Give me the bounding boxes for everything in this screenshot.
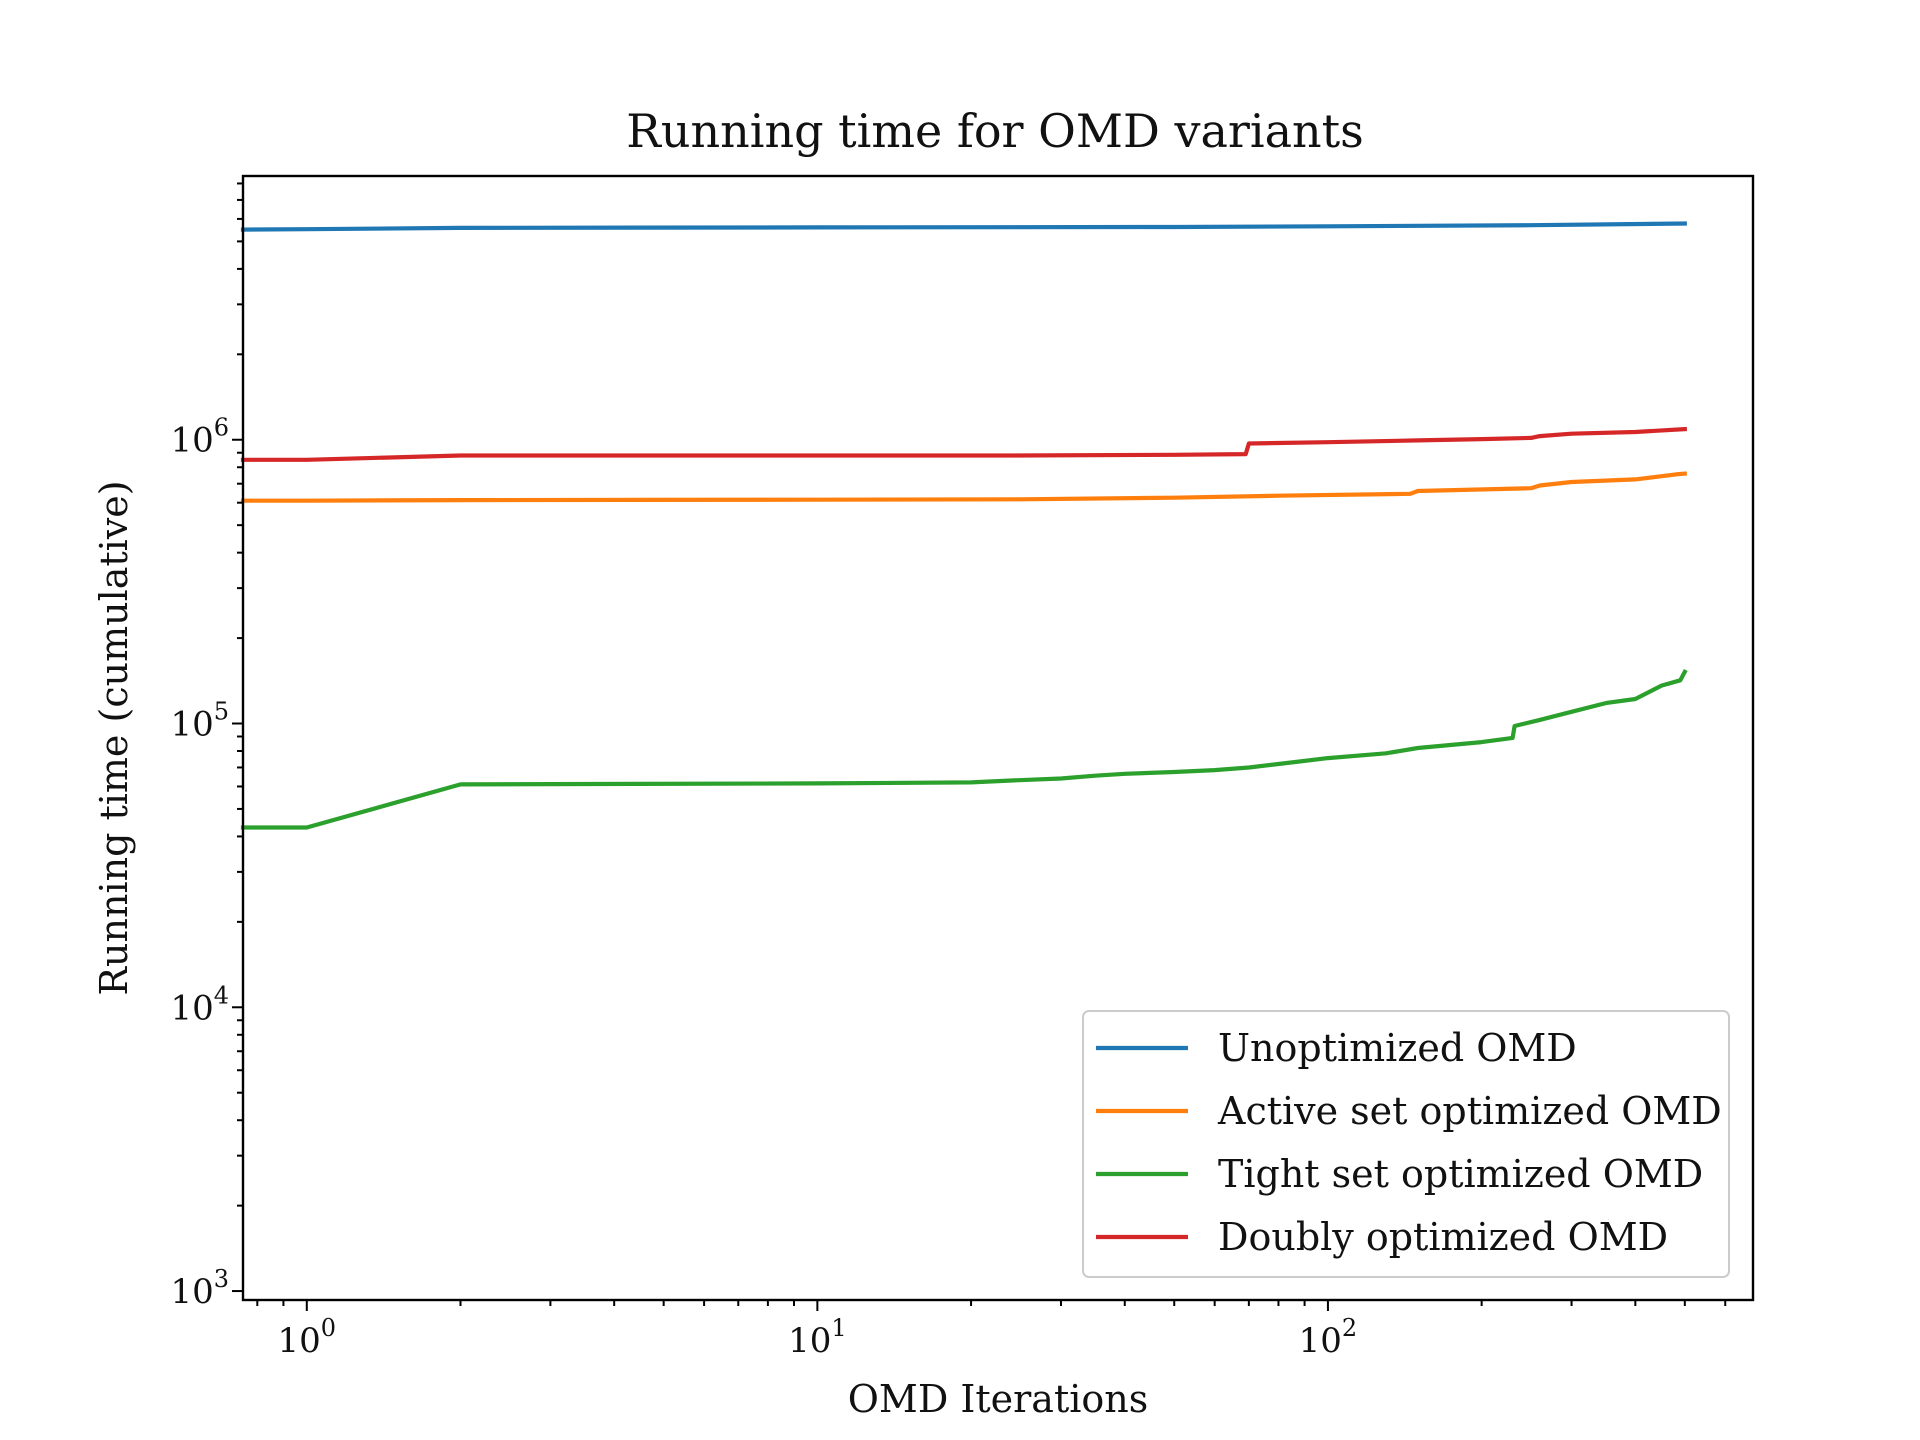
legend: Unoptimized OMD Active set optimized OMD T…: [1082, 1010, 1730, 1278]
x-axis-label: OMD Iterations: [848, 1377, 1148, 1421]
legend-item: Doubly optimized OMD: [1096, 1215, 1668, 1259]
chart-title: Running time for OMD variants: [626, 104, 1363, 158]
legend-label: Active set optimized OMD: [1217, 1089, 1722, 1133]
y-tick-label: 103: [170, 1265, 229, 1312]
series-line-1: [240, 471, 1688, 503]
y-axis-label: Running time (cumulative): [92, 480, 136, 995]
series-line-3: [240, 426, 1688, 462]
legend-item: Unoptimized OMD: [1096, 1026, 1577, 1070]
legend-label: Tight set optimized OMD: [1218, 1152, 1703, 1196]
axis-tick-labels: 100 101 102 103 104 105 106: [170, 414, 1357, 1361]
plot-lines: [240, 221, 1688, 830]
legend-label: Unoptimized OMD: [1218, 1026, 1577, 1070]
x-tick-label: 101: [788, 1314, 847, 1361]
plot-frame: [241, 174, 1755, 1302]
legend-label: Doubly optimized OMD: [1218, 1215, 1668, 1259]
y-tick-label: 106: [170, 414, 229, 461]
legend-box: [1082, 1010, 1730, 1278]
y-tick-label: 105: [170, 698, 229, 745]
series-line-2: [240, 669, 1688, 830]
axis-ticks: [232, 182, 1727, 1311]
x-tick-label: 102: [1299, 1314, 1358, 1361]
series-line-0: [240, 221, 1687, 232]
y-tick-label: 104: [170, 981, 229, 1028]
legend-item: Tight set optimized OMD: [1096, 1152, 1703, 1196]
x-tick-label: 100: [278, 1314, 337, 1361]
legend-item: Active set optimized OMD: [1096, 1089, 1722, 1133]
